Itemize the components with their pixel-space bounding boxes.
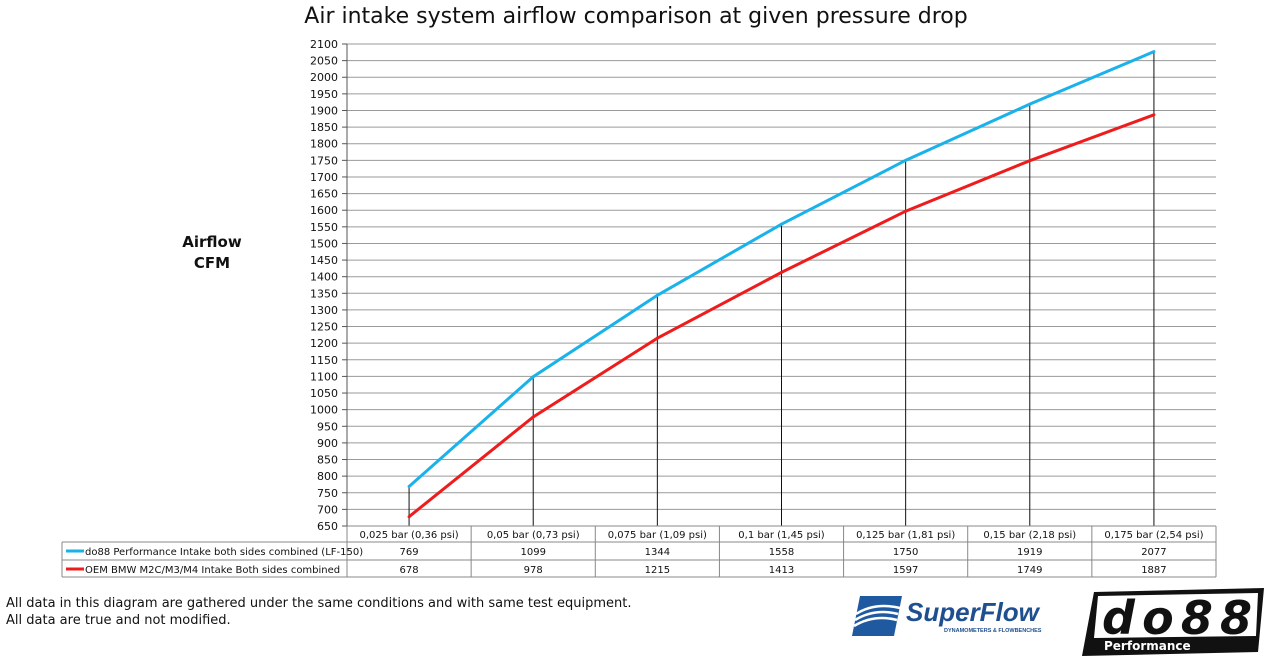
y-tick-label: 850	[317, 454, 338, 467]
y-tick-label: 950	[317, 420, 338, 433]
x-tick-label: 0,15 bar (2,18 psi)	[983, 530, 1076, 541]
data-point	[407, 484, 411, 488]
data-point	[904, 158, 908, 162]
svg-text:Performance: Performance	[1104, 639, 1191, 653]
data-table-value: 1215	[645, 565, 670, 576]
y-tick-label: 1200	[310, 337, 338, 350]
data-table-value: 1413	[769, 565, 794, 576]
y-tick-label: 700	[317, 503, 338, 516]
y-tick-label: 1850	[310, 121, 338, 134]
data-point	[904, 209, 908, 213]
y-tick-label: 1450	[310, 254, 338, 267]
y-tick-label: 1900	[310, 104, 338, 117]
x-tick-label: 0,05 bar (0,73 psi)	[487, 530, 580, 541]
y-tick-label: 1400	[310, 271, 338, 284]
y-tick-label: 1250	[310, 321, 338, 334]
y-axis-label-line2: CFM	[193, 254, 231, 272]
data-point	[531, 415, 535, 419]
data-table-value: 2077	[1141, 547, 1166, 558]
data-point	[407, 515, 411, 519]
y-tick-label: 1700	[310, 171, 338, 184]
x-tick-label: 0,125 bar (1,81 psi)	[856, 530, 955, 541]
data-point	[1028, 159, 1032, 163]
y-tick-label: 1100	[310, 370, 338, 383]
y-tick-label: 2050	[310, 55, 338, 68]
y-tick-label: 800	[317, 470, 338, 483]
x-tick-label: 0,175 bar (2,54 psi)	[1104, 530, 1203, 541]
legend-label: do88 Performance Intake both sides combi…	[85, 547, 363, 558]
y-tick-label: 650	[317, 520, 338, 533]
y-tick-label: 1350	[310, 287, 338, 300]
y-tick-label: 1150	[310, 354, 338, 367]
footnote: All data in this diagram are gathered un…	[6, 595, 631, 629]
data-table-value: 1749	[1017, 565, 1042, 576]
data-table-value: 678	[400, 565, 419, 576]
data-point	[655, 336, 659, 340]
y-tick-label: 1600	[310, 204, 338, 217]
data-table-value: 1597	[893, 565, 918, 576]
chart-title: Air intake system airflow comparison at …	[304, 4, 968, 29]
footnote-line2: All data are true and not modified.	[6, 613, 231, 628]
data-table-value: 1099	[520, 547, 545, 558]
data-point	[655, 293, 659, 297]
data-table-value: 1887	[1141, 565, 1166, 576]
data-table-value: 978	[524, 565, 543, 576]
data-table-value: 769	[400, 547, 419, 558]
do88-logo: do88 Performance	[1082, 588, 1264, 656]
data-table-value: 1750	[893, 547, 918, 558]
x-tick-label: 0,025 bar (0,36 psi)	[359, 530, 458, 541]
superflow-logo: SuperFlow DYNAMOMETERS & FLOWBENCHES	[852, 596, 1042, 636]
data-point	[780, 222, 783, 226]
data-point	[1028, 102, 1032, 106]
data-table-value: 1344	[645, 547, 670, 558]
y-tick-label: 2000	[310, 71, 338, 84]
footnote-line1: All data in this diagram are gathered un…	[6, 596, 632, 611]
y-tick-label: 900	[317, 437, 338, 450]
y-tick-label: 750	[317, 487, 338, 500]
x-tick-label: 0,075 bar (1,09 psi)	[608, 530, 707, 541]
y-axis-label-line1: Airflow	[182, 233, 242, 251]
y-tick-label: 1950	[310, 88, 338, 101]
y-tick-label: 1000	[310, 404, 338, 417]
data-table-value: 1558	[769, 547, 794, 558]
y-axis-label: Airflow CFM	[160, 232, 264, 274]
data-table-value: 1919	[1017, 547, 1042, 558]
data-point	[531, 375, 535, 379]
y-tick-label: 1300	[310, 304, 338, 317]
data-point	[1152, 113, 1156, 117]
legend-label: OEM BMW M2C/M3/M4 Intake Both sides comb…	[85, 565, 340, 576]
y-tick-label: 2100	[310, 38, 338, 51]
svg-text:DYNAMOMETERS & FLOWBENCHES: DYNAMOMETERS & FLOWBENCHES	[944, 628, 1042, 634]
data-point	[1152, 50, 1156, 54]
x-tick-label: 0,1 bar (1,45 psi)	[738, 530, 825, 541]
y-tick-label: 1650	[310, 188, 338, 201]
y-tick-label: 1550	[310, 221, 338, 234]
data-point	[780, 270, 783, 274]
y-tick-label: 1750	[310, 154, 338, 167]
y-tick-label: 1800	[310, 138, 338, 151]
svg-text:SuperFlow: SuperFlow	[906, 597, 1041, 627]
y-tick-label: 1500	[310, 237, 338, 250]
y-tick-label: 1050	[310, 387, 338, 400]
